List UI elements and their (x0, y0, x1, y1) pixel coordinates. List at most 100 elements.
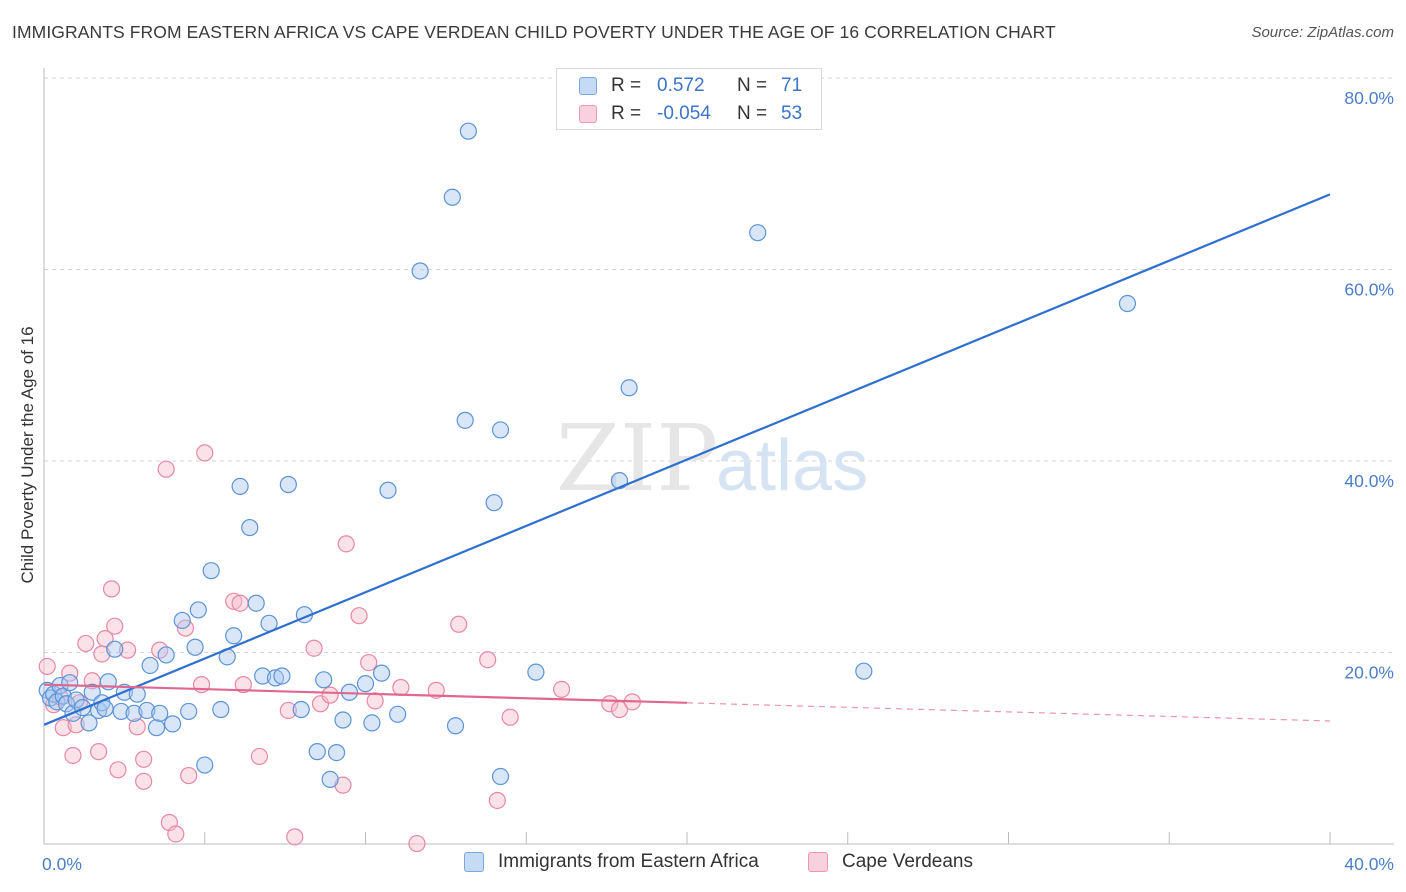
point-eastern-africa (247, 594, 265, 612)
point-cape-verdeans (350, 607, 368, 625)
point-eastern-africa (411, 262, 429, 280)
point-eastern-africa (151, 704, 169, 722)
point-cape-verdeans (106, 617, 124, 635)
point-cape-verdeans (135, 772, 153, 790)
y-tick-label: 40.0% (1344, 471, 1394, 491)
point-eastern-africa (363, 714, 381, 732)
point-eastern-africa (379, 481, 397, 499)
point-eastern-africa (321, 770, 339, 789)
point-eastern-africa (527, 663, 545, 681)
point-eastern-africa (1118, 294, 1137, 313)
point-cape-verdeans (488, 791, 506, 810)
point-cape-verdeans (180, 766, 198, 785)
legend-r-value: 0.572 (657, 75, 705, 96)
axes (43, 68, 1394, 845)
legend-r-label: R = (611, 75, 642, 96)
point-cape-verdeans (360, 653, 378, 672)
point-cape-verdeans (392, 678, 410, 697)
y-tick-label: 60.0% (1344, 280, 1394, 300)
point-cape-verdeans (38, 657, 56, 676)
point-eastern-africa (241, 518, 259, 537)
point-cape-verdeans (102, 580, 121, 598)
watermark: ZIP atlas (556, 405, 868, 512)
chart-title: IMMIGRANTS FROM EASTERN AFRICA VS CAPE V… (12, 22, 1056, 42)
point-eastern-africa (273, 667, 291, 685)
point-eastern-africa (225, 627, 243, 645)
legend-item-eastern-africa[interactable]: Immigrants from Eastern Africa (464, 851, 759, 873)
point-eastern-africa (147, 719, 166, 737)
point-cape-verdeans (118, 641, 137, 659)
x-tick-label: 0.0% (42, 854, 82, 874)
point-cape-verdeans (286, 828, 304, 846)
point-cape-verdeans (109, 761, 127, 779)
point-eastern-africa (749, 224, 767, 242)
point-cape-verdeans (64, 746, 82, 765)
point-cape-verdeans (305, 639, 323, 657)
point-eastern-africa (80, 714, 98, 732)
legend-item-cape-verdeans[interactable]: Cape Verdeans (808, 851, 973, 873)
point-eastern-africa (327, 743, 346, 762)
point-eastern-africa (254, 667, 272, 685)
legend-row-cape-verdeans: R = -0.054 N = 53 (579, 100, 802, 128)
correlation-legend: R = 0.572 N = 71 R = -0.054 N = 53 (556, 68, 822, 130)
x-tick-label: 40.0% (1344, 854, 1394, 874)
point-cape-verdeans (157, 460, 175, 478)
point-eastern-africa (446, 717, 465, 735)
point-eastern-africa (389, 705, 407, 723)
point-cape-verdeans (427, 681, 445, 699)
point-cape-verdeans (250, 747, 269, 766)
point-eastern-africa (186, 638, 204, 656)
point-eastern-africa (189, 601, 207, 619)
point-eastern-africa (855, 662, 873, 680)
source-label: Source: ZipAtlas.com (1251, 24, 1394, 41)
point-cape-verdeans (479, 651, 497, 669)
point-cape-verdeans (501, 708, 519, 726)
trend-lines (43, 193, 1331, 726)
point-cape-verdeans (321, 686, 339, 704)
point-eastern-africa (315, 671, 333, 689)
point-eastern-africa (57, 695, 76, 713)
point-cape-verdeans (279, 701, 297, 720)
point-eastern-africa (491, 421, 510, 439)
legend-n-value: 71 (781, 75, 803, 96)
legend-swatch-pink (579, 105, 597, 123)
point-eastern-africa (231, 477, 249, 496)
legend-r-label: R = (611, 103, 642, 124)
point-cape-verdeans (450, 615, 468, 633)
point-eastern-africa (308, 743, 326, 761)
point-eastern-africa (196, 756, 214, 774)
series-legend: Immigrants from Eastern Africa Cape Verd… (0, 851, 1406, 877)
point-cape-verdeans (90, 743, 108, 761)
point-eastern-africa (212, 700, 230, 719)
legend-item-label: Immigrants from Eastern Africa (498, 851, 759, 872)
point-eastern-africa (459, 122, 477, 140)
point-eastern-africa (112, 702, 130, 721)
point-cape-verdeans (77, 634, 95, 653)
point-cape-verdeans (234, 676, 252, 694)
point-eastern-africa (138, 701, 156, 720)
point-eastern-africa (620, 379, 638, 397)
point-cape-verdeans (311, 695, 330, 713)
point-eastern-africa (141, 656, 159, 675)
point-eastern-africa (334, 711, 352, 729)
point-eastern-africa (356, 675, 375, 693)
point-cape-verdeans (337, 535, 355, 553)
legend-swatch-blue (464, 852, 484, 872)
point-eastern-africa (202, 562, 220, 580)
point-cape-verdeans (366, 692, 384, 710)
y-tick-label: 20.0% (1344, 663, 1394, 683)
watermark-atlas: atlas (716, 426, 868, 506)
legend-n-label: N = (737, 103, 768, 124)
point-cape-verdeans (553, 680, 571, 698)
point-cape-verdeans (96, 630, 114, 648)
legend-r-value: -0.054 (657, 103, 711, 124)
gridlines (44, 77, 1394, 653)
trend-line-cape-verdeans-extrapolated (686, 702, 1331, 722)
point-eastern-africa (266, 669, 285, 687)
point-eastern-africa (456, 411, 474, 429)
eastern-africa-points (38, 122, 1137, 789)
legend-row-eastern-africa: R = 0.572 N = 71 (579, 72, 802, 100)
tick-labels: 20.0% 40.0% 60.0% 80.0% 0.0% 40.0% (42, 88, 1394, 874)
point-cape-verdeans (135, 750, 153, 768)
